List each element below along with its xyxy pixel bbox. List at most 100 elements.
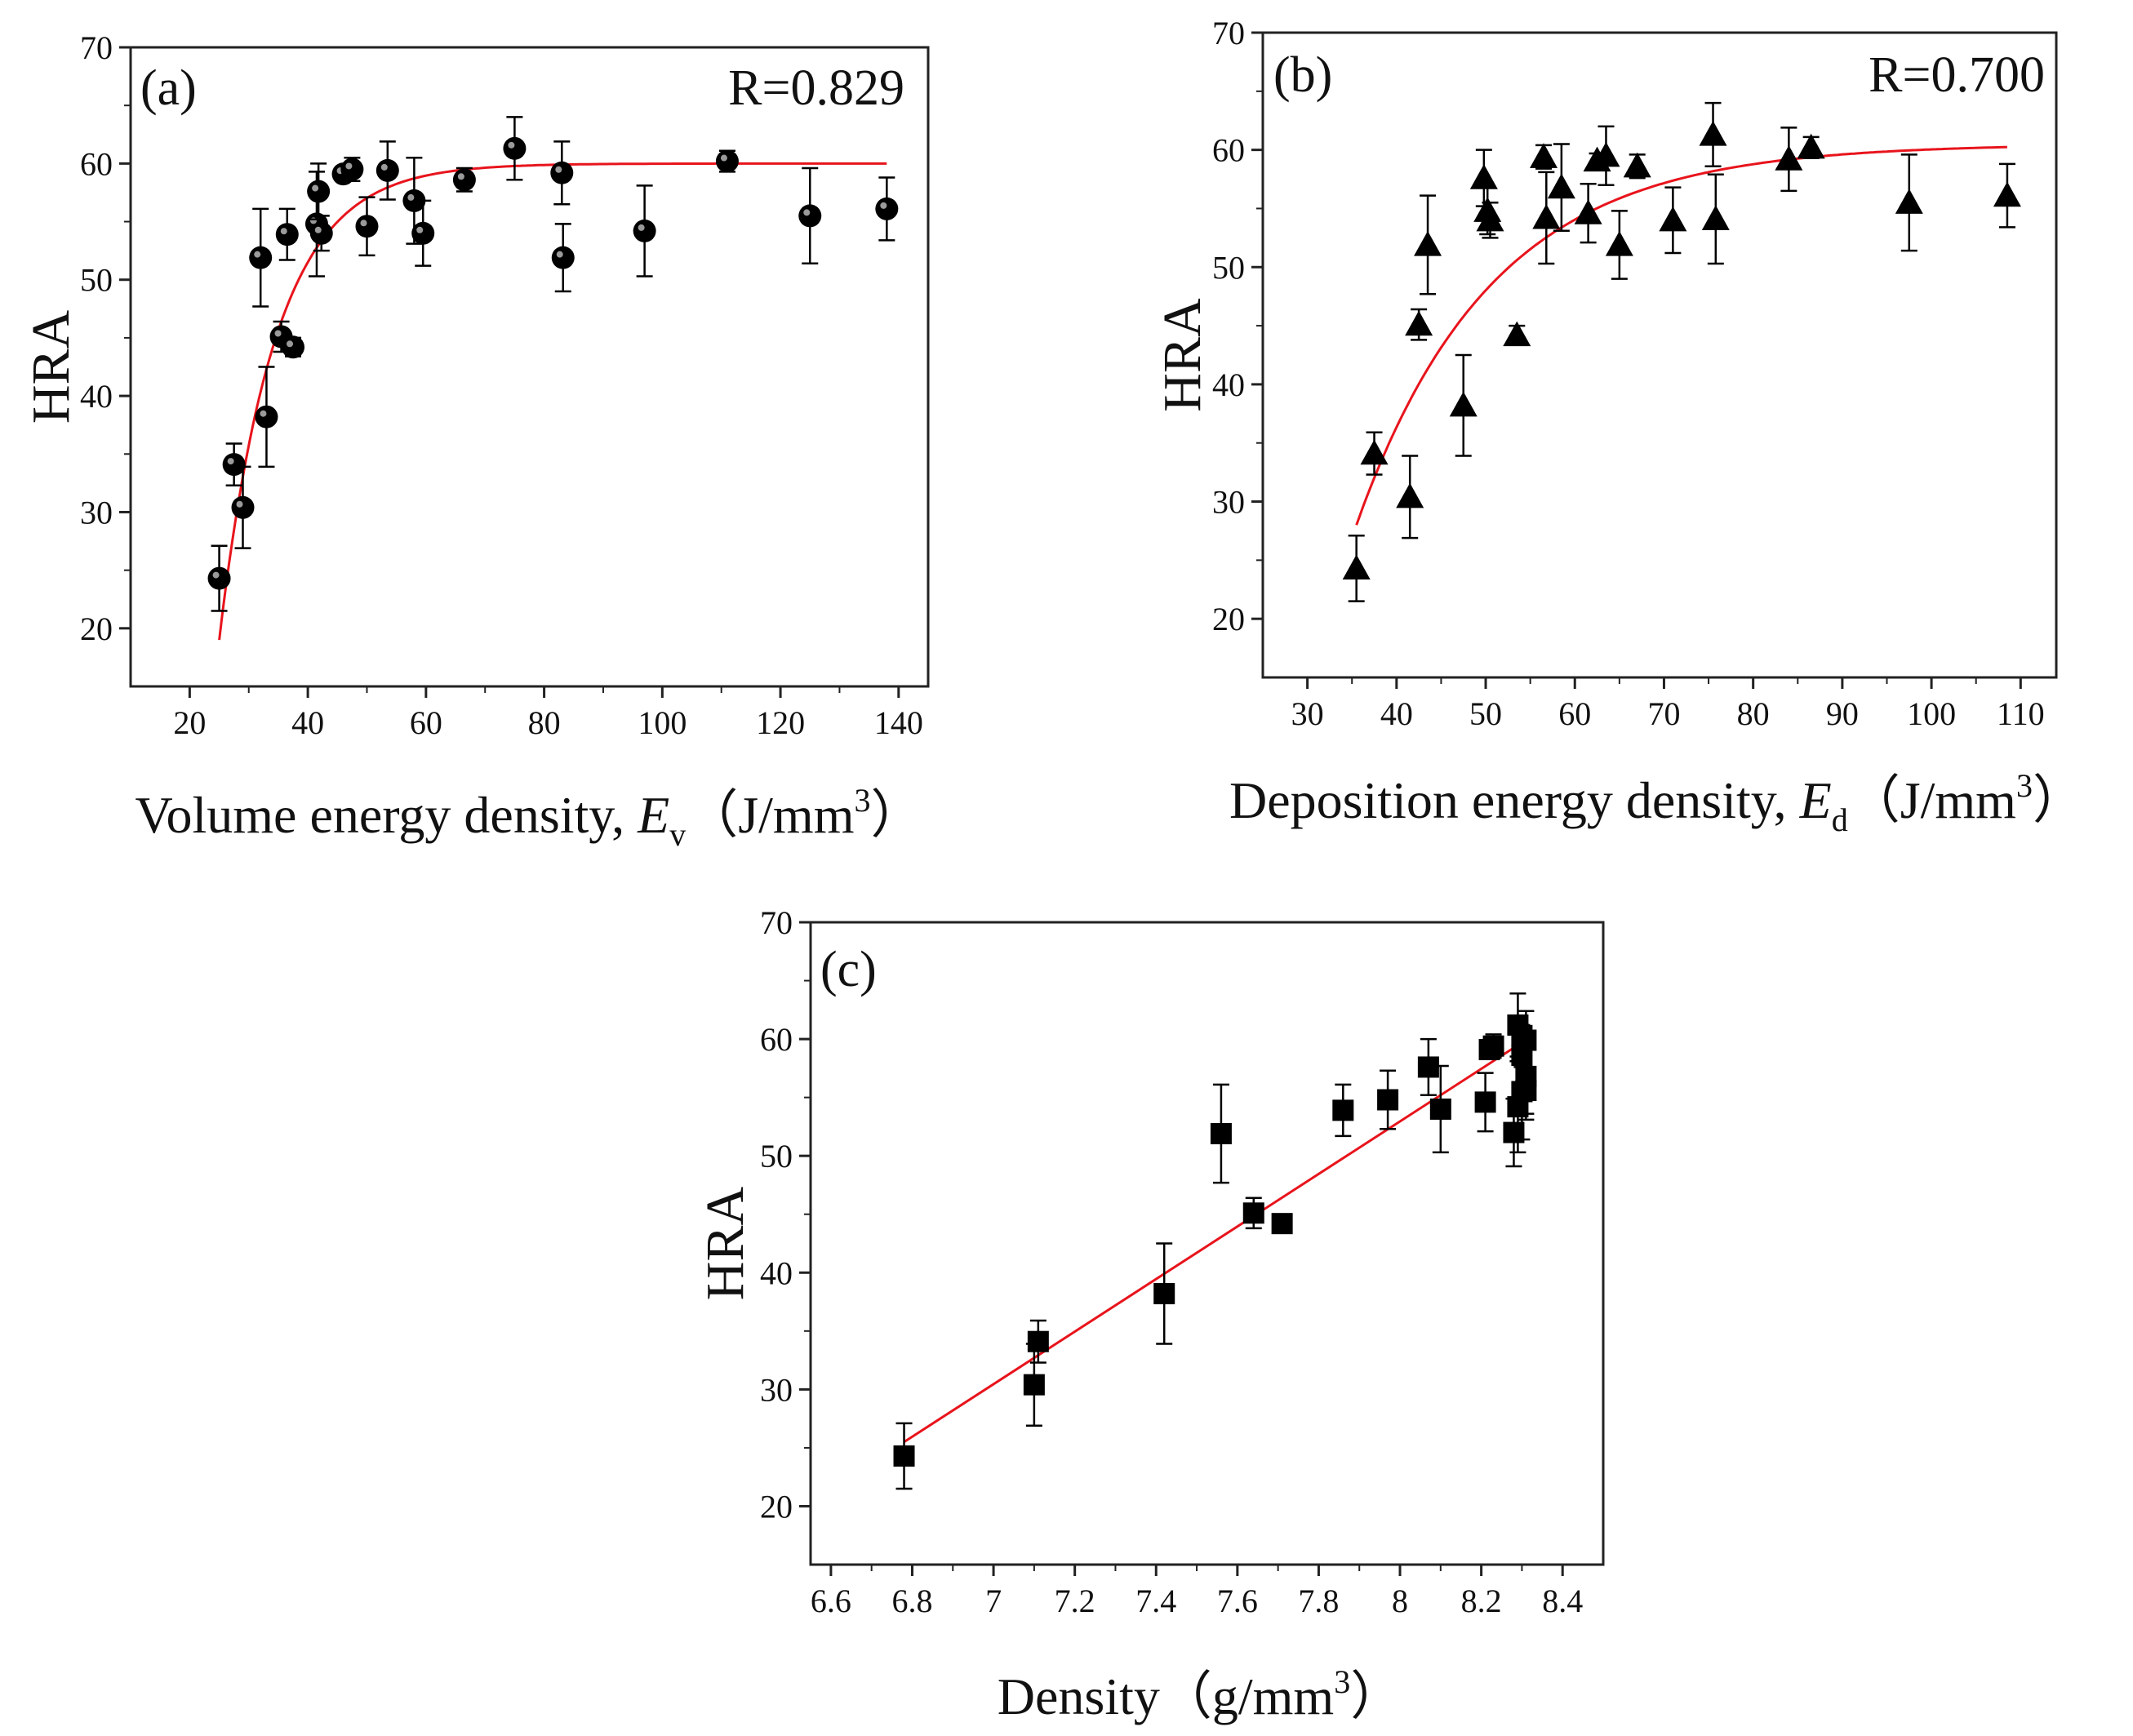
y-tick-label: 70 [760,904,793,941]
chart-panel-b: 30 40 50 60 70 80 90 100 110 20 30 40 50 60 70 HRA Depos… [1153,15,2085,838]
data-point-highlight [260,410,267,417]
y-axis-title: HRA [1153,298,1212,412]
data-point [1592,141,1620,167]
y-axis-title: HRA [695,1186,755,1300]
y-tick-label: 50 [80,262,113,299]
data-point-highlight [803,209,811,216]
data-point-highlight [638,224,645,231]
x-tick-label: 50 [1469,695,1502,732]
y-tick-label: 20 [80,610,113,647]
x-tick-label: 8 [1392,1583,1408,1619]
data-point-highlight [556,251,563,258]
data-point [1515,1029,1537,1051]
data-point [402,189,426,212]
chart-panel-a: 20 40 60 80 100 120 140 20 30 40 50 60 70 HRA Volume e… [21,29,930,853]
x-tick-label: 6.8 [891,1583,932,1619]
data-point [1360,439,1389,465]
data-point [1659,206,1687,232]
x-axis-title: Deposition energy density, Ed（J/mm3） [1229,767,2085,838]
x-tick-label: 6.6 [811,1583,851,1619]
data-point [1532,203,1561,229]
data-point [1429,1098,1451,1120]
data-point [411,221,435,245]
data-point [1210,1122,1232,1144]
y-tick-label: 60 [760,1021,793,1058]
data-point [798,204,822,228]
data-point-highlight [236,500,243,508]
data-point [1993,181,2021,207]
data-point [550,161,574,184]
data-point [1547,173,1575,199]
data-point [1474,1091,1496,1113]
fit-line [903,1041,1523,1444]
data-point-highlight [508,141,515,149]
data-point [1153,1283,1175,1305]
data-point-highlight [212,571,220,579]
x-tick-label: 80 [1737,695,1770,732]
data-point [1396,482,1424,508]
x-tick-label: 60 [1558,695,1591,732]
data-point [1895,189,1923,214]
x-tick-label: 100 [638,704,687,741]
x-tick-label: 120 [756,704,805,741]
data-point-highlight [360,220,367,227]
data-point [1242,1202,1264,1224]
data-point [307,180,331,203]
data-point [1405,310,1433,336]
plot-frame [1261,31,2058,679]
data-point [551,246,575,269]
x-tick-label: 7.6 [1217,1583,1258,1619]
data-point [375,158,399,182]
y-tick-label: 60 [1212,132,1245,169]
data-point [1623,152,1651,178]
data-point [1482,1035,1504,1057]
panel-label: (a) [140,60,197,116]
data-point [1797,133,1825,159]
data-point-highlight [380,163,388,171]
data-point [1701,205,1730,230]
data-point-highlight [274,330,282,337]
data-point [231,495,255,519]
x-tick-label: 8.2 [1461,1583,1502,1619]
x-tick-label: 40 [291,704,324,741]
y-tick-label: 20 [760,1488,793,1525]
data-point [1515,1080,1537,1102]
data-point [1332,1099,1354,1121]
x-axis-title: Density（g/mm3） [998,1663,1402,1725]
data-point [1417,1056,1439,1078]
data-point-highlight [457,173,464,180]
plot-frame [809,921,1605,1566]
data-point-highlight [227,458,234,465]
x-tick-label: 7.4 [1135,1583,1176,1619]
y-tick-label: 50 [1212,249,1245,286]
data-point [1530,143,1558,168]
data-point [255,405,278,428]
data-point-highlight [407,193,415,201]
data-point-highlight [254,251,261,258]
x-tick-label: 90 [1826,695,1859,732]
data-point [503,136,527,160]
x-tick-label: 100 [1907,695,1956,732]
data-point [1271,1213,1293,1235]
y-tick-label: 50 [760,1138,793,1174]
x-tick-label: 60 [410,704,442,741]
data-point-highlight [555,166,562,173]
data-point [340,158,364,181]
data-point [1377,1089,1399,1111]
x-tick-label: 7.2 [1055,1583,1095,1619]
data-point-highlight [416,226,424,233]
x-tick-label: 30 [1291,695,1324,732]
data-point-highlight [312,184,319,192]
data-point [1414,230,1442,256]
data-point [1027,1330,1049,1352]
y-tick-label: 40 [760,1254,793,1291]
x-tick-label: 8.4 [1542,1583,1583,1619]
x-tick-label: 140 [874,704,923,741]
plot-frame [129,46,930,688]
x-tick-label: 70 [1647,695,1680,732]
x-tick-label: 110 [1997,695,2045,732]
x-tick-label: 7.8 [1298,1583,1339,1619]
x-axis-title: Volume energy density, Ev（J/mm3） [136,782,923,853]
